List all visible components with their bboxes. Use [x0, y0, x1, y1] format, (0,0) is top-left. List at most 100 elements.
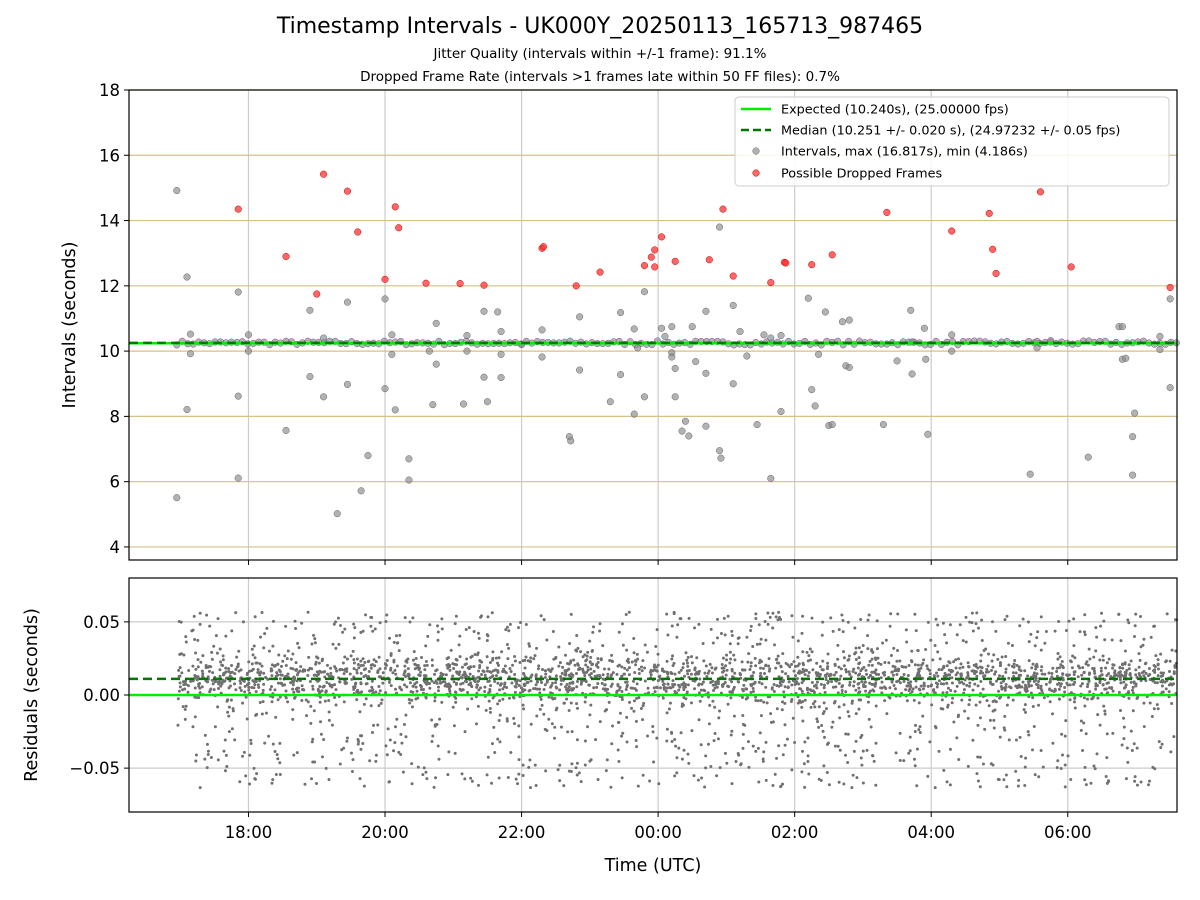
residual-point: [636, 784, 640, 788]
residual-point: [709, 627, 713, 631]
residual-point: [684, 651, 688, 655]
residual-point: [1160, 684, 1164, 688]
residual-point: [774, 615, 778, 619]
x-tick-label: 22:00: [498, 823, 546, 842]
residual-point: [937, 679, 941, 683]
residual-point: [954, 666, 958, 670]
residual-point: [981, 687, 985, 691]
residual-point: [783, 701, 787, 705]
residual-point: [816, 720, 820, 724]
residual-point: [408, 620, 412, 624]
residual-point: [690, 661, 694, 665]
residual-point: [424, 770, 428, 774]
residual-point: [661, 679, 665, 683]
dropped-frame-point: [313, 290, 321, 298]
residual-point: [245, 717, 249, 721]
residual-point: [620, 776, 624, 780]
residual-point: [278, 761, 282, 765]
residual-point: [1147, 667, 1151, 671]
residual-point: [673, 683, 677, 687]
residual-point: [1157, 740, 1161, 744]
residual-point: [377, 684, 381, 688]
residual-point: [519, 686, 523, 690]
residual-point: [839, 674, 843, 678]
residual-point: [585, 658, 589, 662]
residual-point: [318, 700, 322, 704]
residual-point: [320, 755, 324, 759]
residual-point: [838, 677, 842, 681]
residual-point: [1083, 613, 1087, 617]
residual-point: [824, 707, 828, 711]
residual-point: [480, 672, 484, 676]
residual-point: [591, 662, 595, 666]
interval-point: [1033, 344, 1041, 352]
residual-point: [1001, 674, 1005, 678]
residual-point: [1057, 620, 1061, 624]
residual-point: [671, 654, 675, 658]
residual-point: [952, 660, 956, 664]
residual-point: [586, 725, 590, 729]
interval-point: [808, 386, 816, 394]
residual-point: [655, 736, 659, 740]
residual-point: [315, 670, 319, 674]
residual-point: [592, 669, 596, 673]
residual-point: [355, 657, 359, 661]
residual-point: [709, 764, 713, 768]
residual-point: [746, 696, 750, 700]
residual-point: [854, 712, 858, 716]
residual-point: [1024, 710, 1028, 714]
residual-point: [359, 671, 363, 675]
residual-point: [198, 622, 202, 626]
residual-point: [671, 664, 675, 668]
residual-point: [741, 687, 745, 691]
residual-point: [762, 700, 766, 704]
residual-point: [253, 615, 257, 619]
x-axis-label: Time (UTC): [604, 856, 702, 876]
residual-point: [337, 642, 341, 646]
residual-point: [423, 664, 427, 668]
residual-point: [801, 667, 805, 671]
residual-point: [485, 669, 489, 673]
residual-point: [461, 688, 465, 692]
residual-point: [958, 681, 962, 685]
residual-point: [1105, 674, 1109, 678]
y-tick-label: 6: [110, 473, 121, 492]
residual-point: [961, 665, 965, 669]
residual-point: [761, 667, 765, 671]
interval-point: [1166, 384, 1174, 392]
residual-point: [583, 739, 587, 743]
residual-point: [616, 664, 620, 668]
residual-point: [1064, 719, 1068, 723]
residual-point: [783, 685, 787, 689]
residual-point: [1159, 671, 1163, 675]
residual-point: [702, 659, 706, 663]
residual-point: [554, 674, 558, 678]
residual-point: [576, 706, 580, 710]
residual-point: [786, 674, 790, 678]
residual-point: [586, 665, 590, 669]
residual-point: [217, 687, 221, 691]
residual-point: [931, 658, 935, 662]
residual-point: [728, 661, 732, 665]
residual-point: [506, 657, 510, 661]
residual-point: [1033, 773, 1037, 777]
interval-point: [405, 476, 413, 484]
residual-point: [776, 618, 780, 622]
residual-point: [945, 780, 949, 784]
residual-point: [1106, 681, 1110, 685]
residual-point: [892, 683, 896, 687]
residual-point: [1031, 662, 1035, 666]
residual-point: [547, 695, 551, 699]
residual-point: [741, 668, 745, 672]
interval-point: [320, 393, 328, 401]
residual-point: [975, 772, 979, 776]
residual-point: [1137, 652, 1141, 656]
residual-point: [830, 680, 834, 684]
residual-point: [333, 683, 337, 687]
residuals-panel: 18:00 20:00 22:00 00:00 02:00 04:00 06:000.050…: [69, 577, 1179, 842]
residual-point: [906, 674, 910, 678]
residual-point: [722, 616, 726, 620]
residual-point: [407, 698, 411, 702]
residual-point: [532, 687, 536, 691]
residual-point: [250, 662, 254, 666]
